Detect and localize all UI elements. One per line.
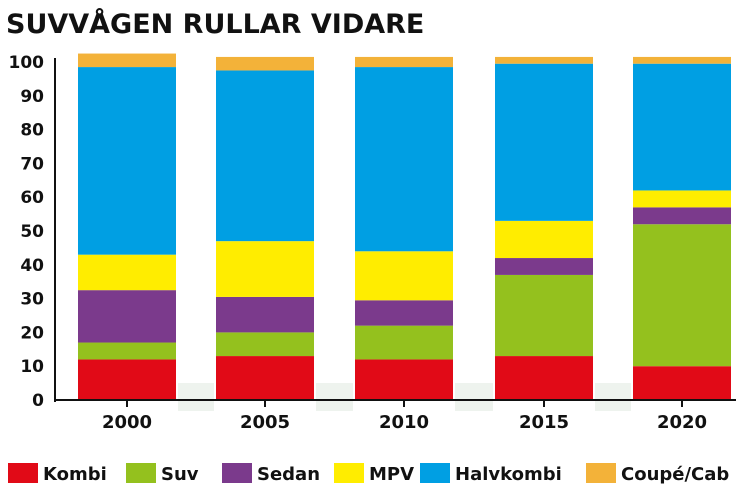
bar-segment — [495, 56, 593, 64]
bar-segment — [355, 359, 453, 400]
y-tick-label: 40 — [20, 256, 44, 276]
legend-label: Coupé/Cab — [621, 464, 729, 485]
bar-segment — [495, 63, 593, 221]
bar-segment — [216, 56, 314, 71]
bar-segment — [355, 300, 453, 326]
legend-swatch — [334, 463, 364, 483]
legend-label: MPV — [369, 464, 414, 485]
y-tick-label: 70 — [20, 154, 44, 174]
legend-swatch — [586, 463, 616, 483]
x-tick-label: 2010 — [379, 412, 429, 433]
bar-segment — [78, 359, 176, 400]
legend-label: Kombi — [43, 464, 107, 485]
bar-segment — [216, 332, 314, 357]
y-tick-label: 100 — [9, 53, 45, 73]
bar-segment — [78, 290, 176, 343]
bar-segment — [78, 254, 176, 291]
bar-segment — [216, 356, 314, 400]
y-tick-label: 90 — [20, 87, 44, 107]
bar-segment — [216, 241, 314, 297]
bar-segment — [78, 53, 176, 68]
bar-segment — [495, 258, 593, 275]
y-tick-label: 60 — [20, 188, 44, 208]
x-tick-label: 2020 — [657, 412, 707, 433]
legend-swatch — [420, 463, 450, 483]
y-tick-label: 50 — [20, 222, 44, 242]
bar-segment — [216, 296, 314, 333]
background-band — [316, 383, 353, 411]
bar-segment — [633, 224, 731, 367]
bar-segment — [633, 63, 731, 191]
bar-segment — [355, 251, 453, 301]
bar-segment — [633, 207, 731, 225]
y-tick-label: 0 — [32, 391, 44, 411]
y-tick-label: 30 — [20, 290, 44, 310]
bar-segment — [633, 190, 731, 208]
background-band — [178, 383, 214, 411]
legend: Kombi Suv Sedan MPV Halvkombi Coupé/Cab — [8, 463, 729, 485]
bar-segment — [495, 274, 593, 357]
legend-swatch — [8, 463, 38, 483]
legend-label: Halvkombi — [455, 464, 562, 485]
y-tick-label: 20 — [20, 323, 44, 343]
bar-segment — [495, 356, 593, 400]
bar-segment — [355, 56, 453, 68]
plot-area: 0 10 20 30 40 50 60 70 80 90 100 2000 2005 2010 2015 20… — [9, 53, 736, 433]
bar-segment — [355, 67, 453, 252]
legend-swatch — [222, 463, 252, 483]
legend-label: Suv — [161, 464, 199, 485]
legend-label: Sedan — [257, 464, 320, 485]
bar-segment — [355, 325, 453, 360]
background-band — [455, 383, 493, 411]
bar-segment — [495, 220, 593, 259]
chart-title: SUVVÅGEN RULLAR VIDARE — [6, 8, 424, 40]
x-tick-label: 2005 — [240, 412, 290, 433]
bar-segment — [78, 342, 176, 360]
bar-segment — [78, 67, 176, 255]
bar-segment — [216, 70, 314, 242]
x-tick-label: 2015 — [519, 412, 569, 433]
x-tick-label: 2000 — [102, 412, 152, 433]
bar-segment — [633, 56, 731, 64]
y-tick-label: 10 — [20, 357, 44, 377]
legend-swatch — [126, 463, 156, 483]
bar-segment — [633, 366, 731, 400]
background-band — [595, 383, 631, 411]
y-tick-label: 80 — [20, 121, 44, 141]
